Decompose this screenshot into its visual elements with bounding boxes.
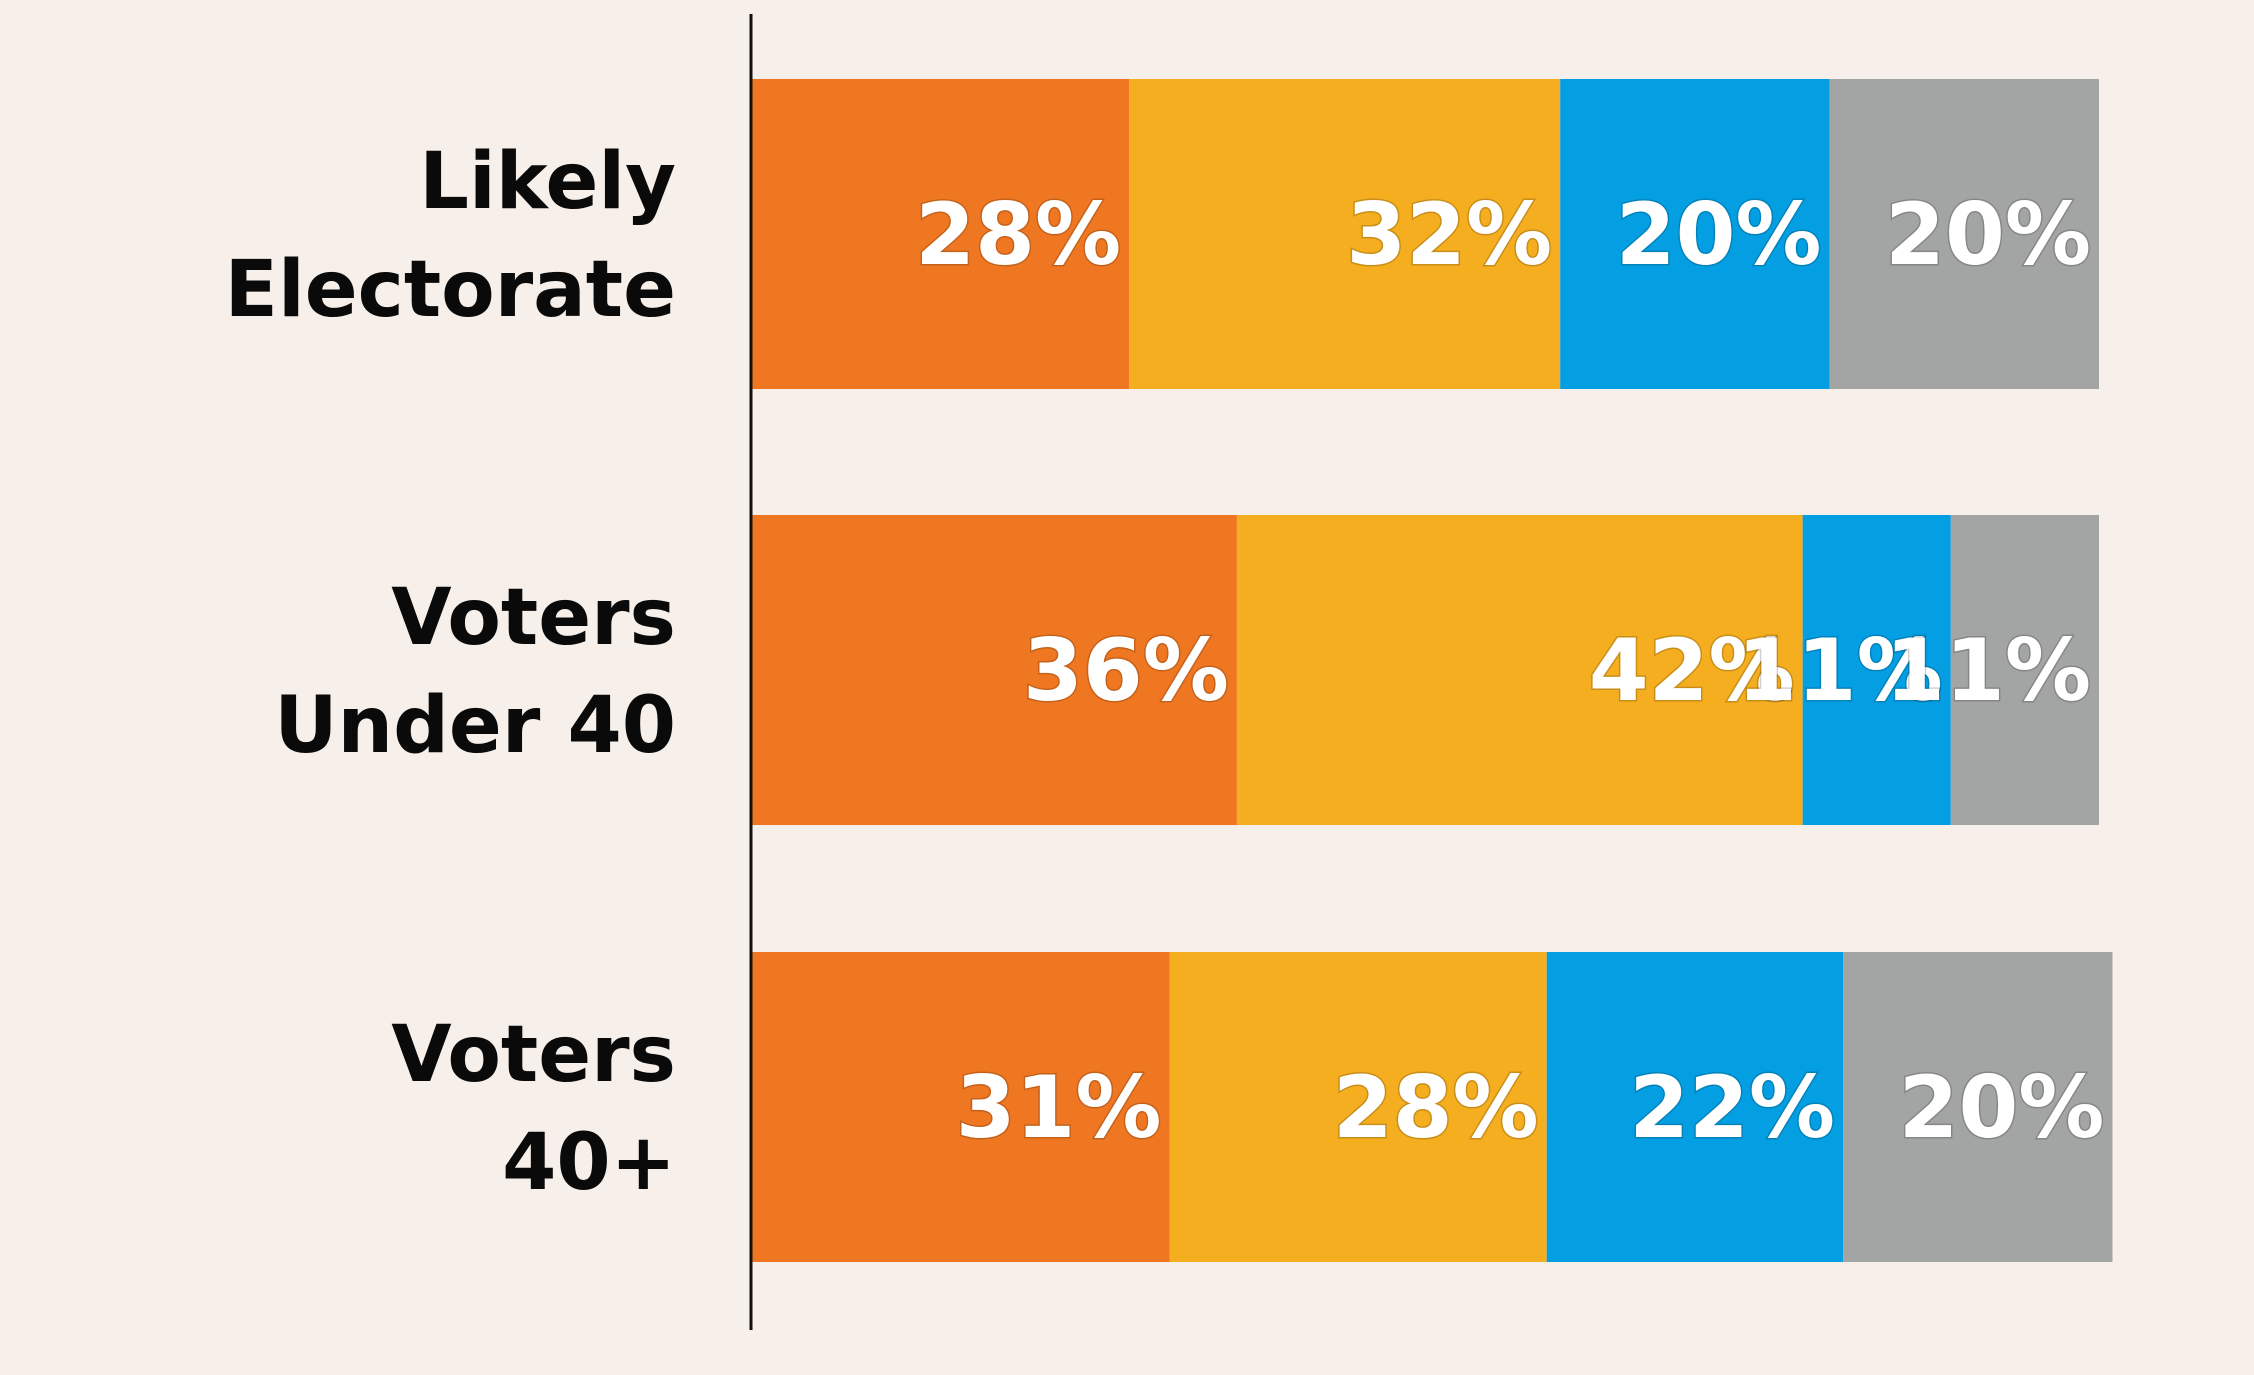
bar-segment (1829, 79, 2099, 389)
bars-group (752, 79, 2113, 1262)
data-label: 28% (1333, 1058, 1539, 1158)
category-label: Voters (391, 1010, 676, 1100)
bar-segment (1169, 952, 1547, 1262)
bar-segment (1950, 515, 2099, 825)
bar-segment (1129, 79, 1561, 389)
bar-segment (1236, 515, 1803, 825)
category-label: Under 40 (274, 681, 676, 771)
bar-segment (1843, 952, 2113, 1262)
category-label: Likely (419, 137, 676, 227)
data-label: 42% (1589, 621, 1795, 721)
data-label: 32% (1346, 185, 1552, 285)
bar-segment (1560, 79, 1830, 389)
bar-segment (752, 952, 1170, 1262)
data-label: 11% (1885, 621, 2091, 721)
bar-segment (1802, 515, 1951, 825)
bar-segment (752, 79, 1130, 389)
data-label: 20% (1899, 1058, 2105, 1158)
category-label: Voters (391, 573, 676, 663)
bar-segment (1546, 952, 1844, 1262)
category-label: Electorate (225, 245, 676, 335)
data-label: 31% (956, 1058, 1162, 1158)
data-label: 11% (1737, 621, 1943, 721)
data-label: 28% (915, 185, 1121, 285)
value-labels-group: 28% 32% 20% 20%36% 42%11%11%31% 28% 22% 20% (914, 184, 2106, 1160)
category-label: 40+ (502, 1118, 676, 1208)
data-label: 36% (1023, 621, 1229, 721)
category-labels-group: Likely Electorate Voters Under 40 Voters 40+ (225, 137, 676, 1208)
data-label: 20% (1616, 185, 1822, 285)
data-label: 22% (1629, 1058, 1835, 1158)
data-label: 20% (1885, 185, 2091, 285)
bar-segment (752, 515, 1237, 825)
